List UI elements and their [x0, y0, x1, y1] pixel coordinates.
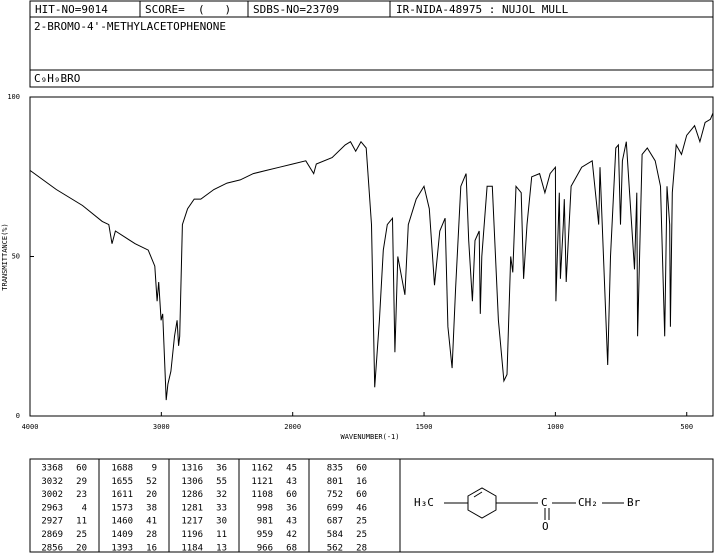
peak-transmittance: 20 — [76, 543, 87, 553]
peak-transmittance: 36 — [286, 503, 297, 513]
peak-transmittance: 60 — [356, 464, 367, 474]
peak-transmittance: 68 — [286, 543, 297, 553]
peak-wavenumber: 835 — [327, 464, 343, 474]
peak-transmittance: 25 — [76, 530, 87, 540]
peak-transmittance: 25 — [356, 517, 367, 527]
peak-wavenumber: 1655 — [111, 477, 133, 487]
peak-transmittance: 11 — [76, 517, 87, 527]
peak-wavenumber: 3002 — [41, 490, 63, 500]
x-tick-label: 4000 — [22, 423, 39, 431]
y-tick-label: 100 — [7, 93, 20, 101]
peak-wavenumber: 1573 — [111, 503, 133, 513]
peak-wavenumber: 801 — [327, 477, 343, 487]
peak-transmittance: 38 — [146, 503, 157, 513]
peak-wavenumber: 1393 — [111, 543, 133, 553]
y-axis-label: TRANSMITTANCE(%) — [1, 223, 9, 290]
peak-transmittance: 41 — [146, 517, 157, 527]
peak-transmittance: 46 — [356, 503, 367, 513]
y-tick-label: 50 — [12, 253, 20, 261]
peak-wavenumber: 966 — [257, 543, 273, 553]
peak-transmittance: 60 — [286, 490, 297, 500]
peak-transmittance: 20 — [146, 490, 157, 500]
compound-name: 2-BROMO-4'-METHYLACETOPHENONE — [34, 20, 226, 33]
peak-wavenumber: 3368 — [41, 464, 63, 474]
peak-transmittance: 45 — [286, 464, 297, 474]
peak-wavenumber: 699 — [327, 503, 343, 513]
peak-wavenumber: 1286 — [181, 490, 203, 500]
x-tick-label: 1000 — [547, 423, 564, 431]
peak-transmittance: 33 — [216, 503, 227, 513]
header-box — [29, 0, 714, 88]
peak-wavenumber: 981 — [257, 517, 273, 527]
peak-transmittance: 36 — [216, 464, 227, 474]
peak-transmittance: 52 — [146, 477, 157, 487]
peak-transmittance: 13 — [216, 543, 227, 553]
benzene-ring — [467, 487, 497, 519]
peak-wavenumber: 959 — [257, 530, 273, 540]
peak-transmittance: 60 — [356, 490, 367, 500]
spectrum — [29, 112, 714, 401]
peak-transmittance: 28 — [356, 543, 367, 553]
ir-nida: IR-NIDA-48975 : NUJOL MULL — [396, 3, 569, 16]
peak-wavenumber: 1281 — [181, 503, 203, 513]
peak-transmittance: 9 — [152, 464, 157, 474]
peak-wavenumber: 584 — [327, 530, 343, 540]
peak-wavenumber: 687 — [327, 517, 343, 527]
peak-wavenumber: 1162 — [251, 464, 273, 474]
peak-wavenumber: 562 — [327, 543, 343, 553]
peak-wavenumber: 2869 — [41, 530, 63, 540]
peak-wavenumber: 2963 — [41, 503, 63, 513]
peak-wavenumber: 1460 — [111, 517, 133, 527]
x-axis-label: WAVENUMBER(-1) — [340, 433, 399, 441]
carbon-label: C — [541, 496, 548, 509]
peak-wavenumber: 1196 — [181, 530, 203, 540]
peak-wavenumber: 1316 — [181, 464, 203, 474]
x-tick-label: 500 — [680, 423, 693, 431]
peak-transmittance: 60 — [76, 464, 87, 474]
peak-wavenumber: 998 — [257, 503, 273, 513]
peak-wavenumber: 1121 — [251, 477, 273, 487]
peak-transmittance: 43 — [286, 517, 297, 527]
peak-wavenumber: 1409 — [111, 530, 133, 540]
peak-wavenumber: 1184 — [181, 543, 203, 553]
peak-wavenumber: 2927 — [41, 517, 63, 527]
peak-transmittance: 16 — [146, 543, 157, 553]
peak-wavenumber: 1611 — [111, 490, 133, 500]
peak-wavenumber: 2856 — [41, 543, 63, 553]
peak-transmittance: 43 — [286, 477, 297, 487]
methylene-label: CH₂ — [578, 496, 598, 509]
peak-wavenumber: 1306 — [181, 477, 203, 487]
x-tick-label: 3000 — [153, 423, 170, 431]
peak-transmittance: 32 — [216, 490, 227, 500]
peak-transmittance: 30 — [216, 517, 227, 527]
peak-wavenumber: 1108 — [251, 490, 273, 500]
peak-transmittance: 23 — [76, 490, 87, 500]
formula: C₉H₉BRO — [34, 72, 80, 85]
x-tick-label: 1500 — [416, 423, 433, 431]
structure — [444, 487, 624, 520]
peak-transmittance: 55 — [216, 477, 227, 487]
bond — [473, 491, 483, 498]
peak-table-box — [29, 458, 714, 553]
sdbs-no: SDBS-NO=23709 — [253, 3, 339, 16]
peak-transmittance: 28 — [146, 530, 157, 540]
peak-wavenumber: 1217 — [181, 517, 203, 527]
peak-transmittance: 42 — [286, 530, 297, 540]
y-tick-label: 0 — [16, 412, 20, 420]
peak-wavenumber: 3032 — [41, 477, 63, 487]
score: SCORE= ( ) — [145, 3, 231, 16]
methyl-label: H₃C — [414, 496, 434, 509]
oxygen-label: O — [542, 520, 549, 533]
peak-wavenumber: 1688 — [111, 464, 133, 474]
peak-transmittance: 29 — [76, 477, 87, 487]
peak-transmittance: 16 — [356, 477, 367, 487]
peak-wavenumber: 752 — [327, 490, 343, 500]
x-tick-label: 2000 — [284, 423, 301, 431]
peak-transmittance: 11 — [216, 530, 227, 540]
peak-transmittance: 25 — [356, 530, 367, 540]
bromine-label: Br — [627, 496, 641, 509]
hit-no: HIT-NO=9014 — [35, 3, 108, 16]
peak-transmittance: 4 — [82, 503, 87, 513]
